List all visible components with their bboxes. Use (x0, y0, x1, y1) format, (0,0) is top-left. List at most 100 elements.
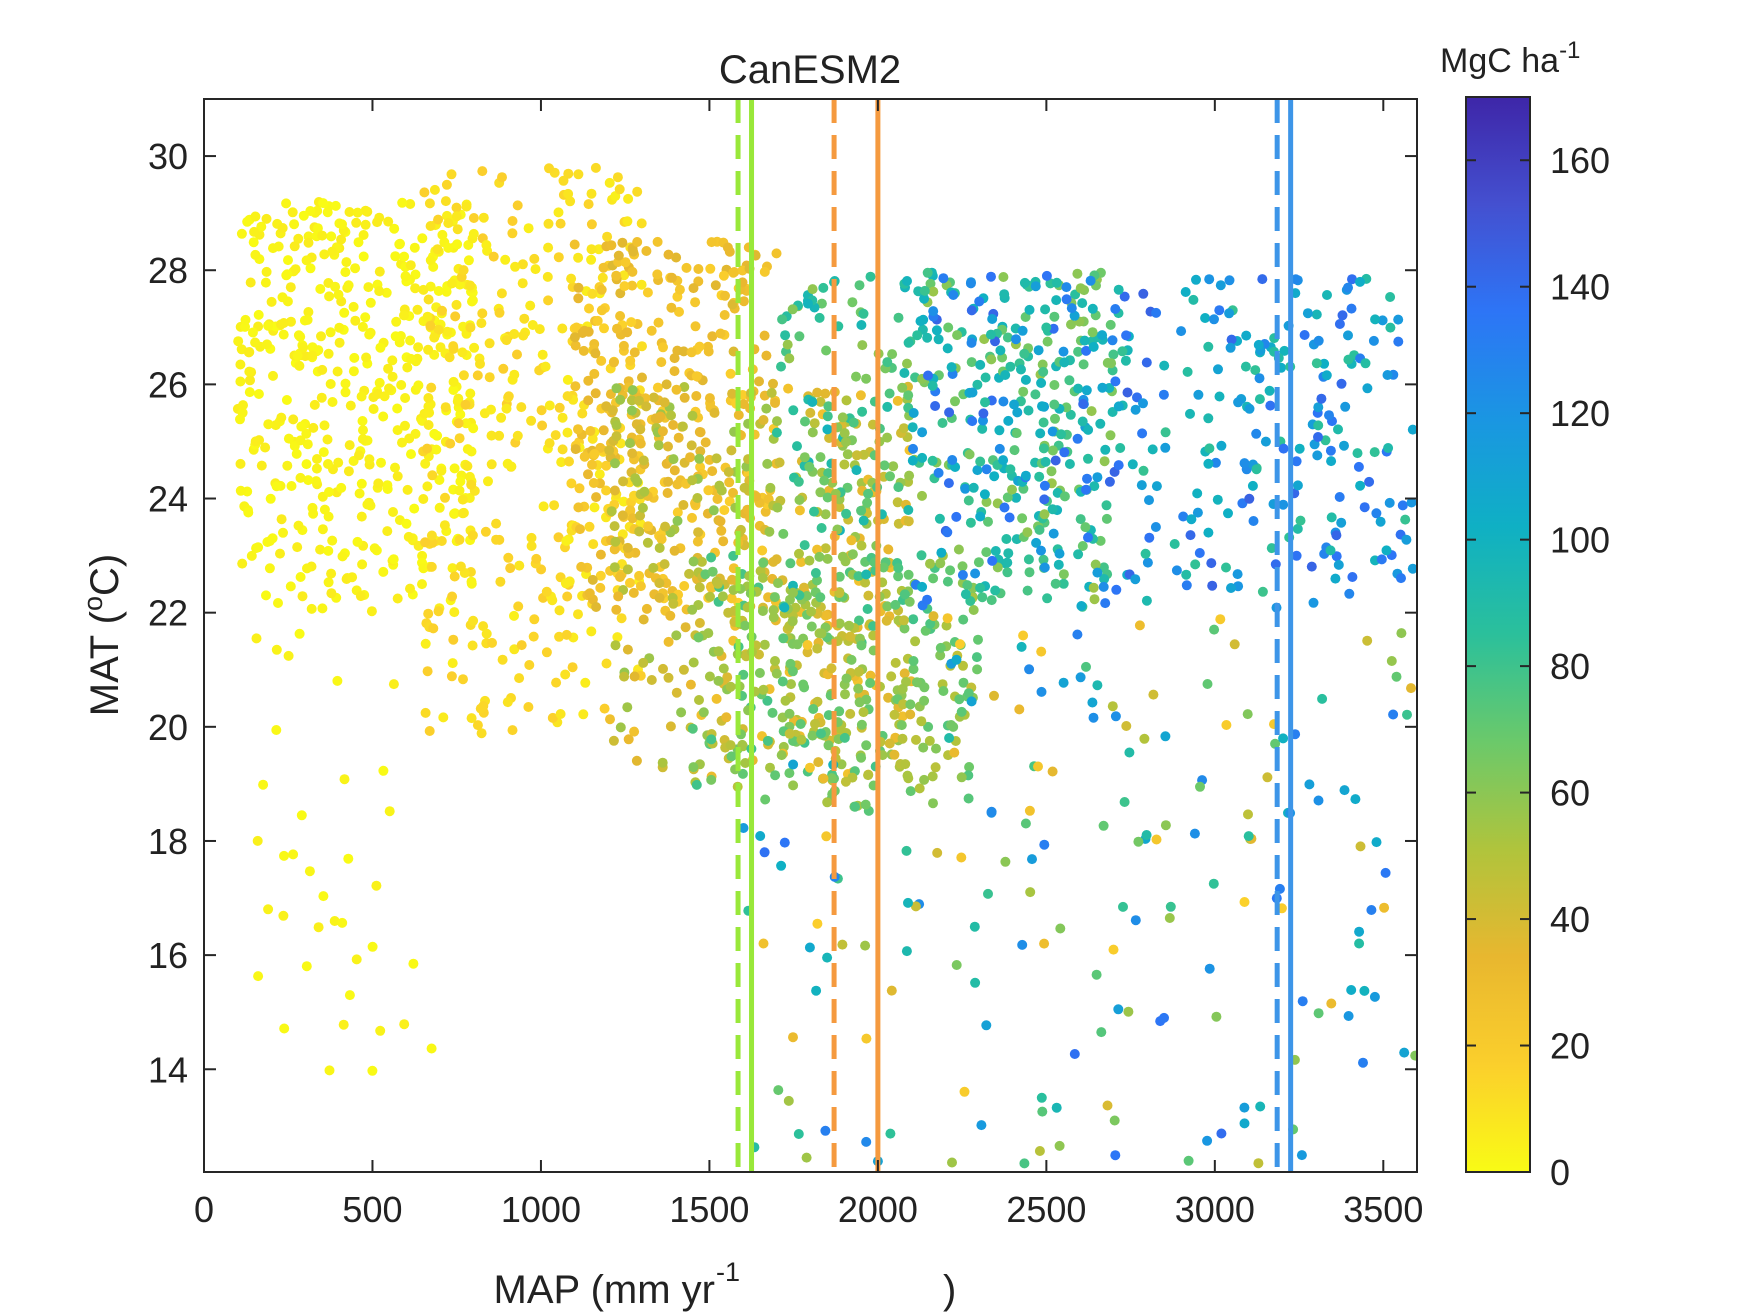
scatter-point (721, 712, 732, 723)
scatter-point (936, 547, 947, 558)
scatter-point (1121, 721, 1132, 731)
x-tick-label: 500 (342, 1189, 402, 1230)
scatter-point (1121, 330, 1132, 341)
scatter-point (711, 693, 722, 704)
scatter-point (279, 850, 289, 861)
scatter-point (986, 271, 996, 282)
scatter-point (354, 488, 365, 499)
scatter-point (851, 465, 862, 476)
scatter-point (1330, 573, 1341, 584)
scatter-point (757, 572, 768, 583)
scatter-point (692, 493, 703, 503)
scatter-point (772, 416, 782, 427)
scatter-point (583, 469, 593, 480)
scatter-point (998, 396, 1009, 407)
scatter-point (1144, 495, 1154, 506)
scatter-point (1134, 620, 1145, 631)
scatter-point (975, 511, 986, 522)
scatter-point (816, 298, 827, 309)
scatter-point (1169, 539, 1180, 549)
scatter-point (1270, 559, 1281, 570)
scatter-point (860, 940, 871, 951)
scatter-point (318, 198, 329, 209)
scatter-point (812, 643, 823, 654)
scatter-point (1270, 738, 1281, 749)
scatter-point (1151, 834, 1162, 845)
scatter-point (1359, 985, 1370, 996)
scatter-point (1369, 991, 1380, 1002)
scatter-point (554, 402, 565, 413)
scatter-point (1037, 401, 1047, 412)
scatter-point (972, 379, 983, 390)
scatter-point (296, 421, 307, 432)
scatter-point (1113, 284, 1124, 295)
scatter-point (725, 368, 736, 379)
scatter-point (1192, 507, 1203, 518)
scatter-point (903, 505, 914, 515)
scatter-point (856, 505, 867, 516)
scatter-point (768, 378, 778, 389)
scatter-point (1058, 578, 1069, 589)
scatter-point (765, 762, 775, 773)
scatter-point (693, 264, 704, 274)
scatter-point (941, 620, 952, 631)
scatter-point (1214, 391, 1225, 402)
scatter-point (1102, 357, 1113, 368)
scatter-point (625, 577, 635, 588)
scatter-point (596, 305, 607, 316)
scatter-point (710, 280, 721, 291)
scatter-point (275, 548, 285, 559)
scatter-point (233, 336, 244, 347)
scatter-point (319, 249, 330, 260)
scatter-point (1050, 455, 1061, 466)
scatter-point (358, 425, 368, 436)
scatter-point (707, 331, 718, 342)
scatter-point (235, 414, 245, 425)
scatter-point (537, 349, 548, 360)
scatter-point (278, 318, 289, 328)
scatter-point (1023, 554, 1034, 565)
scatter-point (357, 434, 368, 444)
scatter-point (1034, 471, 1045, 482)
scatter-point (449, 607, 460, 618)
scatter-point (1036, 378, 1047, 388)
scatter-point (405, 199, 416, 209)
scatter-point (293, 520, 304, 531)
scatter-point (882, 432, 893, 443)
scatter-point (1240, 361, 1251, 372)
scatter-point (375, 1025, 386, 1036)
scatter-point (823, 710, 834, 721)
scatter-point (388, 679, 399, 690)
scatter-point (1308, 597, 1319, 608)
scatter-point (738, 296, 749, 307)
scatter-point (1399, 1047, 1410, 1058)
scatter-point (808, 704, 819, 714)
scatter-point (719, 310, 730, 320)
scatter-point (319, 420, 330, 431)
scatter-point (1110, 711, 1121, 722)
scatter-point (480, 526, 491, 537)
scatter-point (382, 480, 393, 491)
scatter-point (794, 495, 805, 505)
scatter-point (605, 714, 615, 725)
scatter-point (1370, 314, 1381, 325)
scatter-point (502, 697, 513, 708)
scatter-point (690, 321, 701, 332)
scatter-point (792, 441, 802, 452)
scatter-point (975, 456, 986, 467)
scatter-point (855, 390, 866, 401)
scatter-point (613, 250, 624, 261)
scatter-point (648, 562, 659, 573)
scatter-point (1083, 453, 1093, 464)
scatter-point (627, 266, 638, 277)
scatter-point (246, 550, 257, 561)
scatter-point (863, 488, 874, 499)
scatter-point (244, 347, 255, 357)
scatter-point (1085, 275, 1096, 286)
scatter-point (1101, 513, 1112, 524)
scatter-point (253, 542, 264, 553)
scatter-point (560, 669, 571, 680)
scatter-point (278, 910, 289, 921)
scatter-point (957, 570, 968, 580)
scatter-point (629, 726, 640, 737)
